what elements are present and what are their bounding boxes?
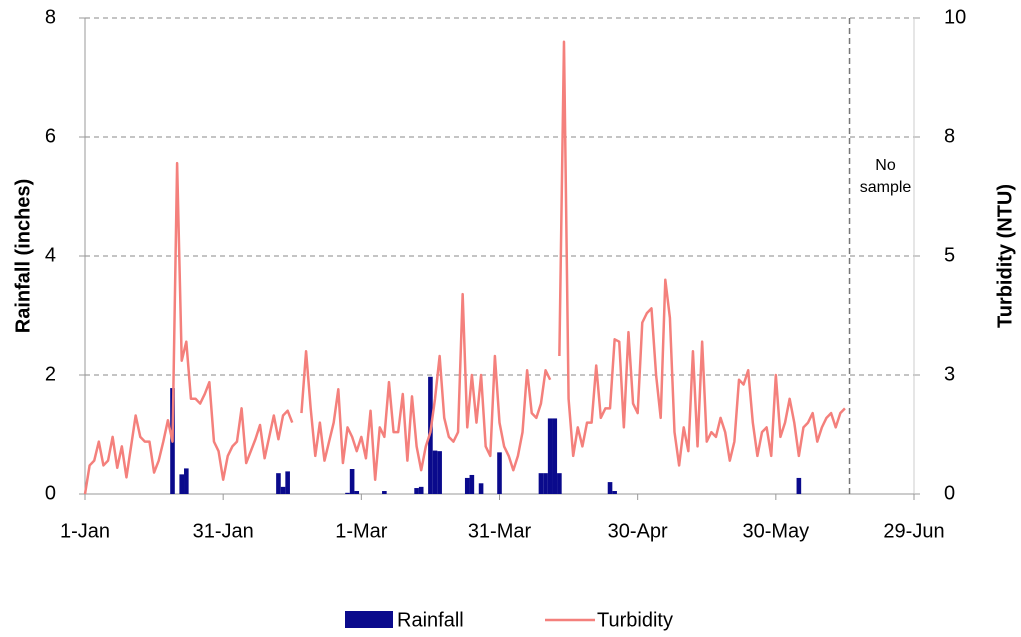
rain-bar xyxy=(418,486,424,494)
annotation: No xyxy=(875,157,896,174)
rain-bar xyxy=(276,473,281,494)
rain-bar xyxy=(497,452,502,494)
legend-label: Turbidity xyxy=(597,609,673,631)
x-tick-label: 31-Jan xyxy=(193,520,254,542)
legend-label: Rainfall xyxy=(397,609,464,631)
rain-bar xyxy=(345,492,350,494)
legend-swatch xyxy=(345,611,393,628)
rain-bar xyxy=(552,418,558,494)
x-tick-label: 1-Jan xyxy=(60,520,110,542)
y-tick-label: 4 xyxy=(45,244,56,266)
y2-tick-label: 8 xyxy=(944,125,955,147)
rain-bar xyxy=(414,488,419,494)
x-tick-label: 30-Apr xyxy=(608,520,668,542)
rain-bar xyxy=(547,418,553,494)
rain-bar xyxy=(179,474,185,494)
rain-bar xyxy=(469,474,475,494)
turbidity-line xyxy=(558,40,846,467)
turbidity-line xyxy=(300,292,552,481)
rain-bar xyxy=(607,482,613,494)
rain-bar xyxy=(354,491,360,494)
y2-tick-label: 10 xyxy=(944,6,966,28)
rain-bar xyxy=(478,483,484,494)
y-tick-label: 6 xyxy=(45,125,56,147)
y-tick-label: 2 xyxy=(45,363,56,385)
y2-tick-label: 5 xyxy=(944,244,955,266)
rain-bar xyxy=(184,468,189,494)
rain-bar xyxy=(557,473,562,494)
y2-tick-label: 0 xyxy=(944,482,955,504)
y2-tick-label: 3 xyxy=(944,363,955,385)
rain-bar xyxy=(796,477,802,494)
x-tick-label: 30-May xyxy=(742,520,809,542)
y-tick-label: 0 xyxy=(45,482,56,504)
rain-bar xyxy=(382,491,387,494)
y2-axis-title: Turbidity (NTU) xyxy=(994,184,1016,328)
rain-bar xyxy=(612,491,617,494)
x-tick-label: 1-Mar xyxy=(335,520,388,542)
rain-bar xyxy=(543,473,548,494)
rain-bar xyxy=(432,450,438,494)
rain-bar xyxy=(285,471,290,494)
rain-bar xyxy=(437,451,442,494)
y-tick-label: 8 xyxy=(45,6,56,28)
turbidity-line xyxy=(83,161,294,495)
x-tick-label: 29-Jun xyxy=(883,520,944,542)
annotation: sample xyxy=(860,179,912,196)
x-tick-label: 31-Mar xyxy=(468,520,532,542)
rain-bar xyxy=(280,486,286,494)
y-axis-title: Rainfall (inches) xyxy=(12,179,34,333)
rain-bar xyxy=(349,469,355,494)
rain-bar xyxy=(464,477,470,494)
rain-bar xyxy=(538,473,544,494)
